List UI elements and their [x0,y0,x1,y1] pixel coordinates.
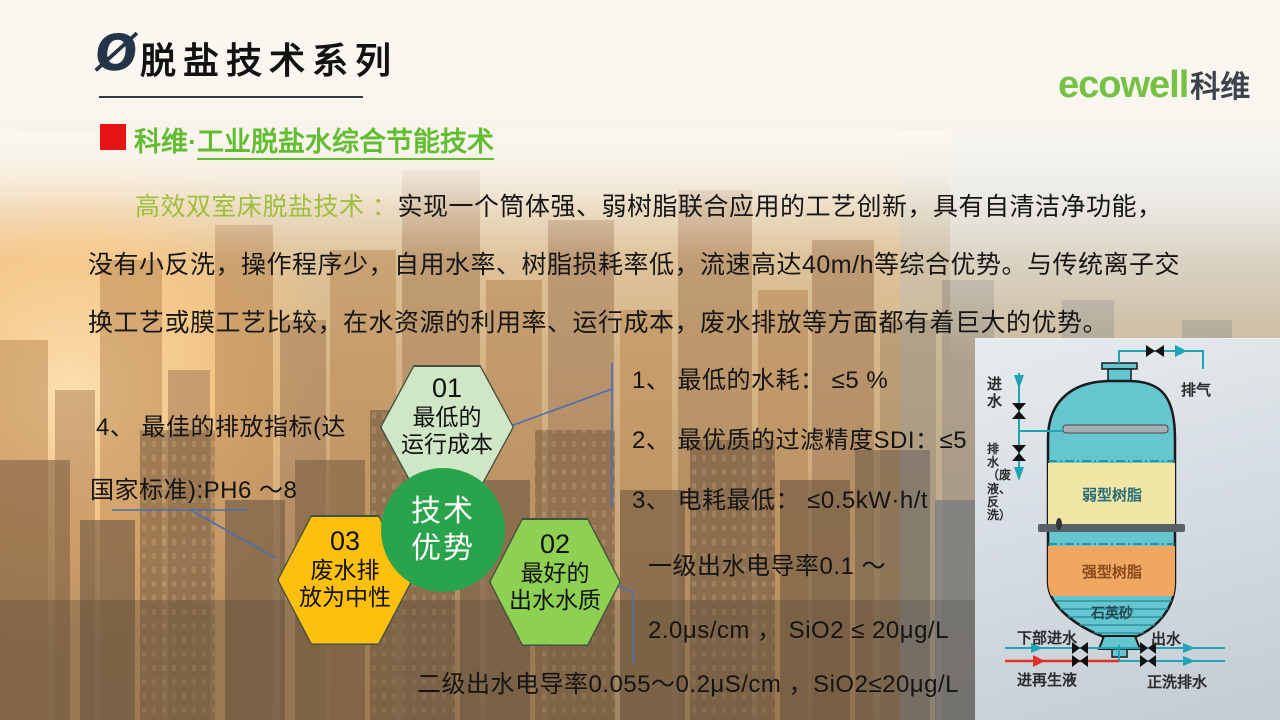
section-heading: 科维·工业脱盐水综合节能技术 [134,120,494,160]
bottom-inlet-valve-icon [1072,642,1088,654]
vessel-flange [1038,524,1185,532]
strong-resin-layer [1048,546,1175,596]
regenerant-arrow-icon [1033,655,1045,667]
logo-brand-text: ecowell [1058,64,1189,106]
bottom-inlet-label: 下部进水 [1017,630,1078,647]
advantage-item-3: 3、 电耗最低： ≤0.5kW·h/t [632,487,929,514]
advantage-item-2: 2、 最优质的过滤精度SDI：≤5 [632,427,968,454]
section-heading-prefix: 科维· [134,127,197,157]
strong-resin-label: 强型树脂 [1081,564,1142,581]
center-circle-line-1: 技术 [411,495,475,528]
paragraph-line-2: 没有小反洗，操作程序少，自用水率、树脂损耗率低，流速高达40m/h等综合优势。与… [88,251,1180,279]
grade2-output: 二级出水电导率0.055～0.2μS/cm ，SiO2≤20μg/L [417,671,959,698]
hexagon-01-number: 01 [431,372,463,403]
center-circle: 技术 优势 [381,468,505,592]
drain-label: 排水（废液、反洗） [987,442,1012,522]
advantage-item-4-line-1: 4、 最佳的排放指标(达 [96,414,347,441]
section-heading-main: 工业脱盐水综合节能技术 [197,127,494,160]
red-square-bullet [100,124,126,150]
hexagon-01-label-2: 运行成本 [401,430,493,457]
hexagon-02-label-2: 出水水质 [509,586,601,613]
hexagon-01: 01 最低的 运行成本 [380,365,514,489]
rinse-valve-icon [1140,655,1156,667]
exhaust-flow-arrow-icon [1175,345,1187,357]
regenerant-in-label: 进再生液 [1017,672,1078,689]
inlet-label: 进水 [987,376,1003,410]
hexagon-03-label-2: 放为中性 [299,583,391,610]
paragraph-line-1-rest: 实现一个筒体强、弱树脂联合应用的工艺创新，具有自清洁净功能， [397,193,1163,221]
grade1-output-line-1: 一级出水电导率0.1 ～ [648,553,887,580]
paragraph-line-1: 高效双室床脱盐技术 ：实现一个筒体强、弱树脂联合应用的工艺创新，具有自清洁净功能… [135,187,1162,223]
regenerant-valve-icon [1072,655,1088,667]
outlet-valve-icon [1140,642,1156,654]
exhaust-valve-icon [1146,345,1164,357]
hexagon-03-label-1: 废水排 [310,556,380,583]
inlet-valve-icon [1012,403,1026,419]
outlet-arrow-icon [1183,643,1195,653]
distributor-bar [1062,424,1169,434]
ecowell-logo: ecowell科维 [1058,62,1250,107]
hexagon-03-number: 03 [329,525,361,556]
bottom-inlet-arrow-icon [1031,643,1043,653]
hexagon-02-label-1: 最好的 [520,559,590,586]
center-circle-line-2: 优势 [411,532,475,565]
top-fade-overlay [0,0,1280,210]
rinse-arrow-icon [1183,656,1195,666]
flange-bolt [1056,518,1062,530]
advantage-item-1: 1、 最低的水耗： ≤5 % [632,367,889,394]
outlet-label: 出水 [1151,631,1182,648]
vessel-diagram [1005,345,1225,667]
grade1-output-line-2: 2.0μs/cm ， SiO2 ≤ 20μg/L [648,617,949,644]
slashed-o-icon: Ø [91,24,141,82]
rinse-drain-label: 正洗排水 [1147,674,1208,691]
advantage-item-4-line-2: 国家标准):PH6 ～8 [90,477,298,504]
logo-suffix-text: 科维 [1190,71,1251,104]
title-underline [99,96,363,98]
layer-boundary-lines [1048,460,1175,545]
vessel-process-figure: 进水 排水（废液、反洗） 排气 弱型树脂 强型树脂 石英砂 下部进水 出水 进再… [975,338,1280,720]
paragraph-highlight: 高效双室床脱盐技术 ： [135,193,398,221]
hexagon-02-number: 02 [539,528,571,559]
drain-flow-arrow-icon [1014,467,1024,481]
hexagon-01-label-1: 最低的 [412,403,482,430]
drain-valve-icon [1012,445,1026,461]
weak-resin-label: 弱型树脂 [1081,487,1142,504]
inlet-flow-arrow-icon [1014,375,1024,389]
exhaust-label: 排气 [1181,382,1212,399]
quartz-sand-label: 石英砂 [1091,605,1133,621]
vessel-top-flare [1101,362,1138,370]
paragraph-line-3: 换工艺或膜工艺比较，在水资源的利用率、运行成本，废水排放等方面都有着巨大的优势。 [88,309,1109,337]
weak-resin-layer [1048,463,1175,524]
page-title: 脱盐技术系列 [140,40,399,81]
